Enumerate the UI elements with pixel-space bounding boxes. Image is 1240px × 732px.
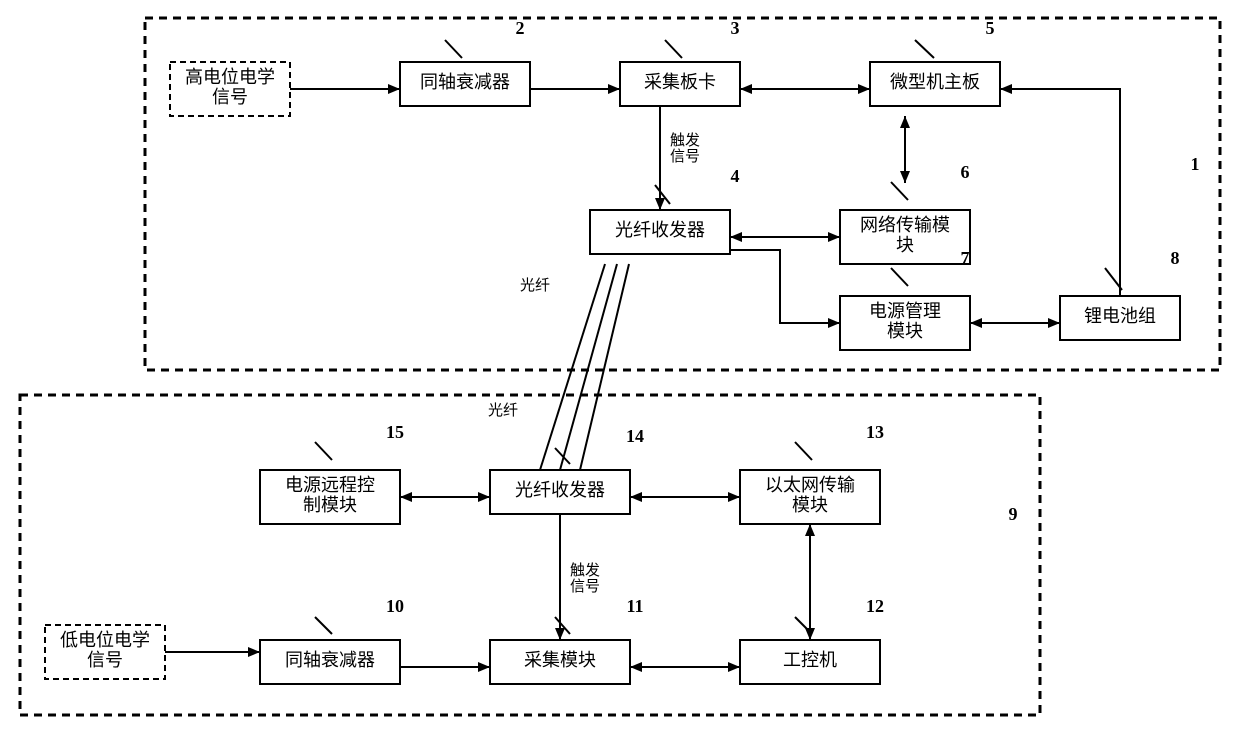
leader-line (445, 40, 462, 58)
node-label: 锂电池组 (1084, 306, 1156, 326)
node-label: 采集板卡 (644, 72, 716, 92)
node-label: 光纤收发器 (515, 480, 605, 500)
node-label: 工控机 (783, 650, 837, 670)
edge-label: 触发信号 (570, 562, 600, 595)
connector (540, 264, 605, 470)
node-number: 3 (731, 18, 740, 38)
diagram-canvas: 19触发信号触发信号光纤光纤高电位电学信号同轴衰减器2采集板卡3微型机主板5光纤… (0, 0, 1240, 732)
node-number: 2 (516, 18, 525, 38)
connector (560, 264, 617, 470)
node-number: 5 (986, 18, 995, 38)
leader-line (891, 268, 908, 286)
leader-line (315, 617, 332, 634)
leader-line (795, 442, 812, 460)
connector (1000, 89, 1120, 296)
node-number: 6 (961, 162, 970, 182)
node-number: 4 (731, 166, 740, 186)
node-label: 光纤收发器 (615, 220, 705, 240)
node-number: 10 (386, 596, 404, 616)
leader-line (315, 442, 332, 460)
node-label: 微型机主板 (890, 72, 980, 92)
edge-label: 触发信号 (670, 132, 700, 165)
leader-line (915, 40, 934, 58)
node-label: 同轴衰减器 (285, 650, 375, 670)
node-number: 15 (386, 422, 404, 442)
connector (730, 250, 840, 323)
node-number: 14 (626, 426, 644, 446)
node-number: 8 (1171, 248, 1180, 268)
edge-label: 光纤 (488, 402, 518, 419)
edge-label: 光纤 (520, 277, 550, 294)
leader-line (891, 182, 908, 200)
node-number: 12 (866, 596, 884, 616)
leader-line (665, 40, 682, 58)
region-number: 1 (1191, 154, 1200, 174)
node-number: 13 (866, 422, 884, 442)
node-label: 采集模块 (524, 650, 596, 670)
node-label: 同轴衰减器 (420, 72, 510, 92)
node-number: 11 (626, 596, 643, 616)
connector (580, 264, 629, 470)
node-number: 7 (961, 248, 970, 268)
region-number: 9 (1009, 504, 1018, 524)
